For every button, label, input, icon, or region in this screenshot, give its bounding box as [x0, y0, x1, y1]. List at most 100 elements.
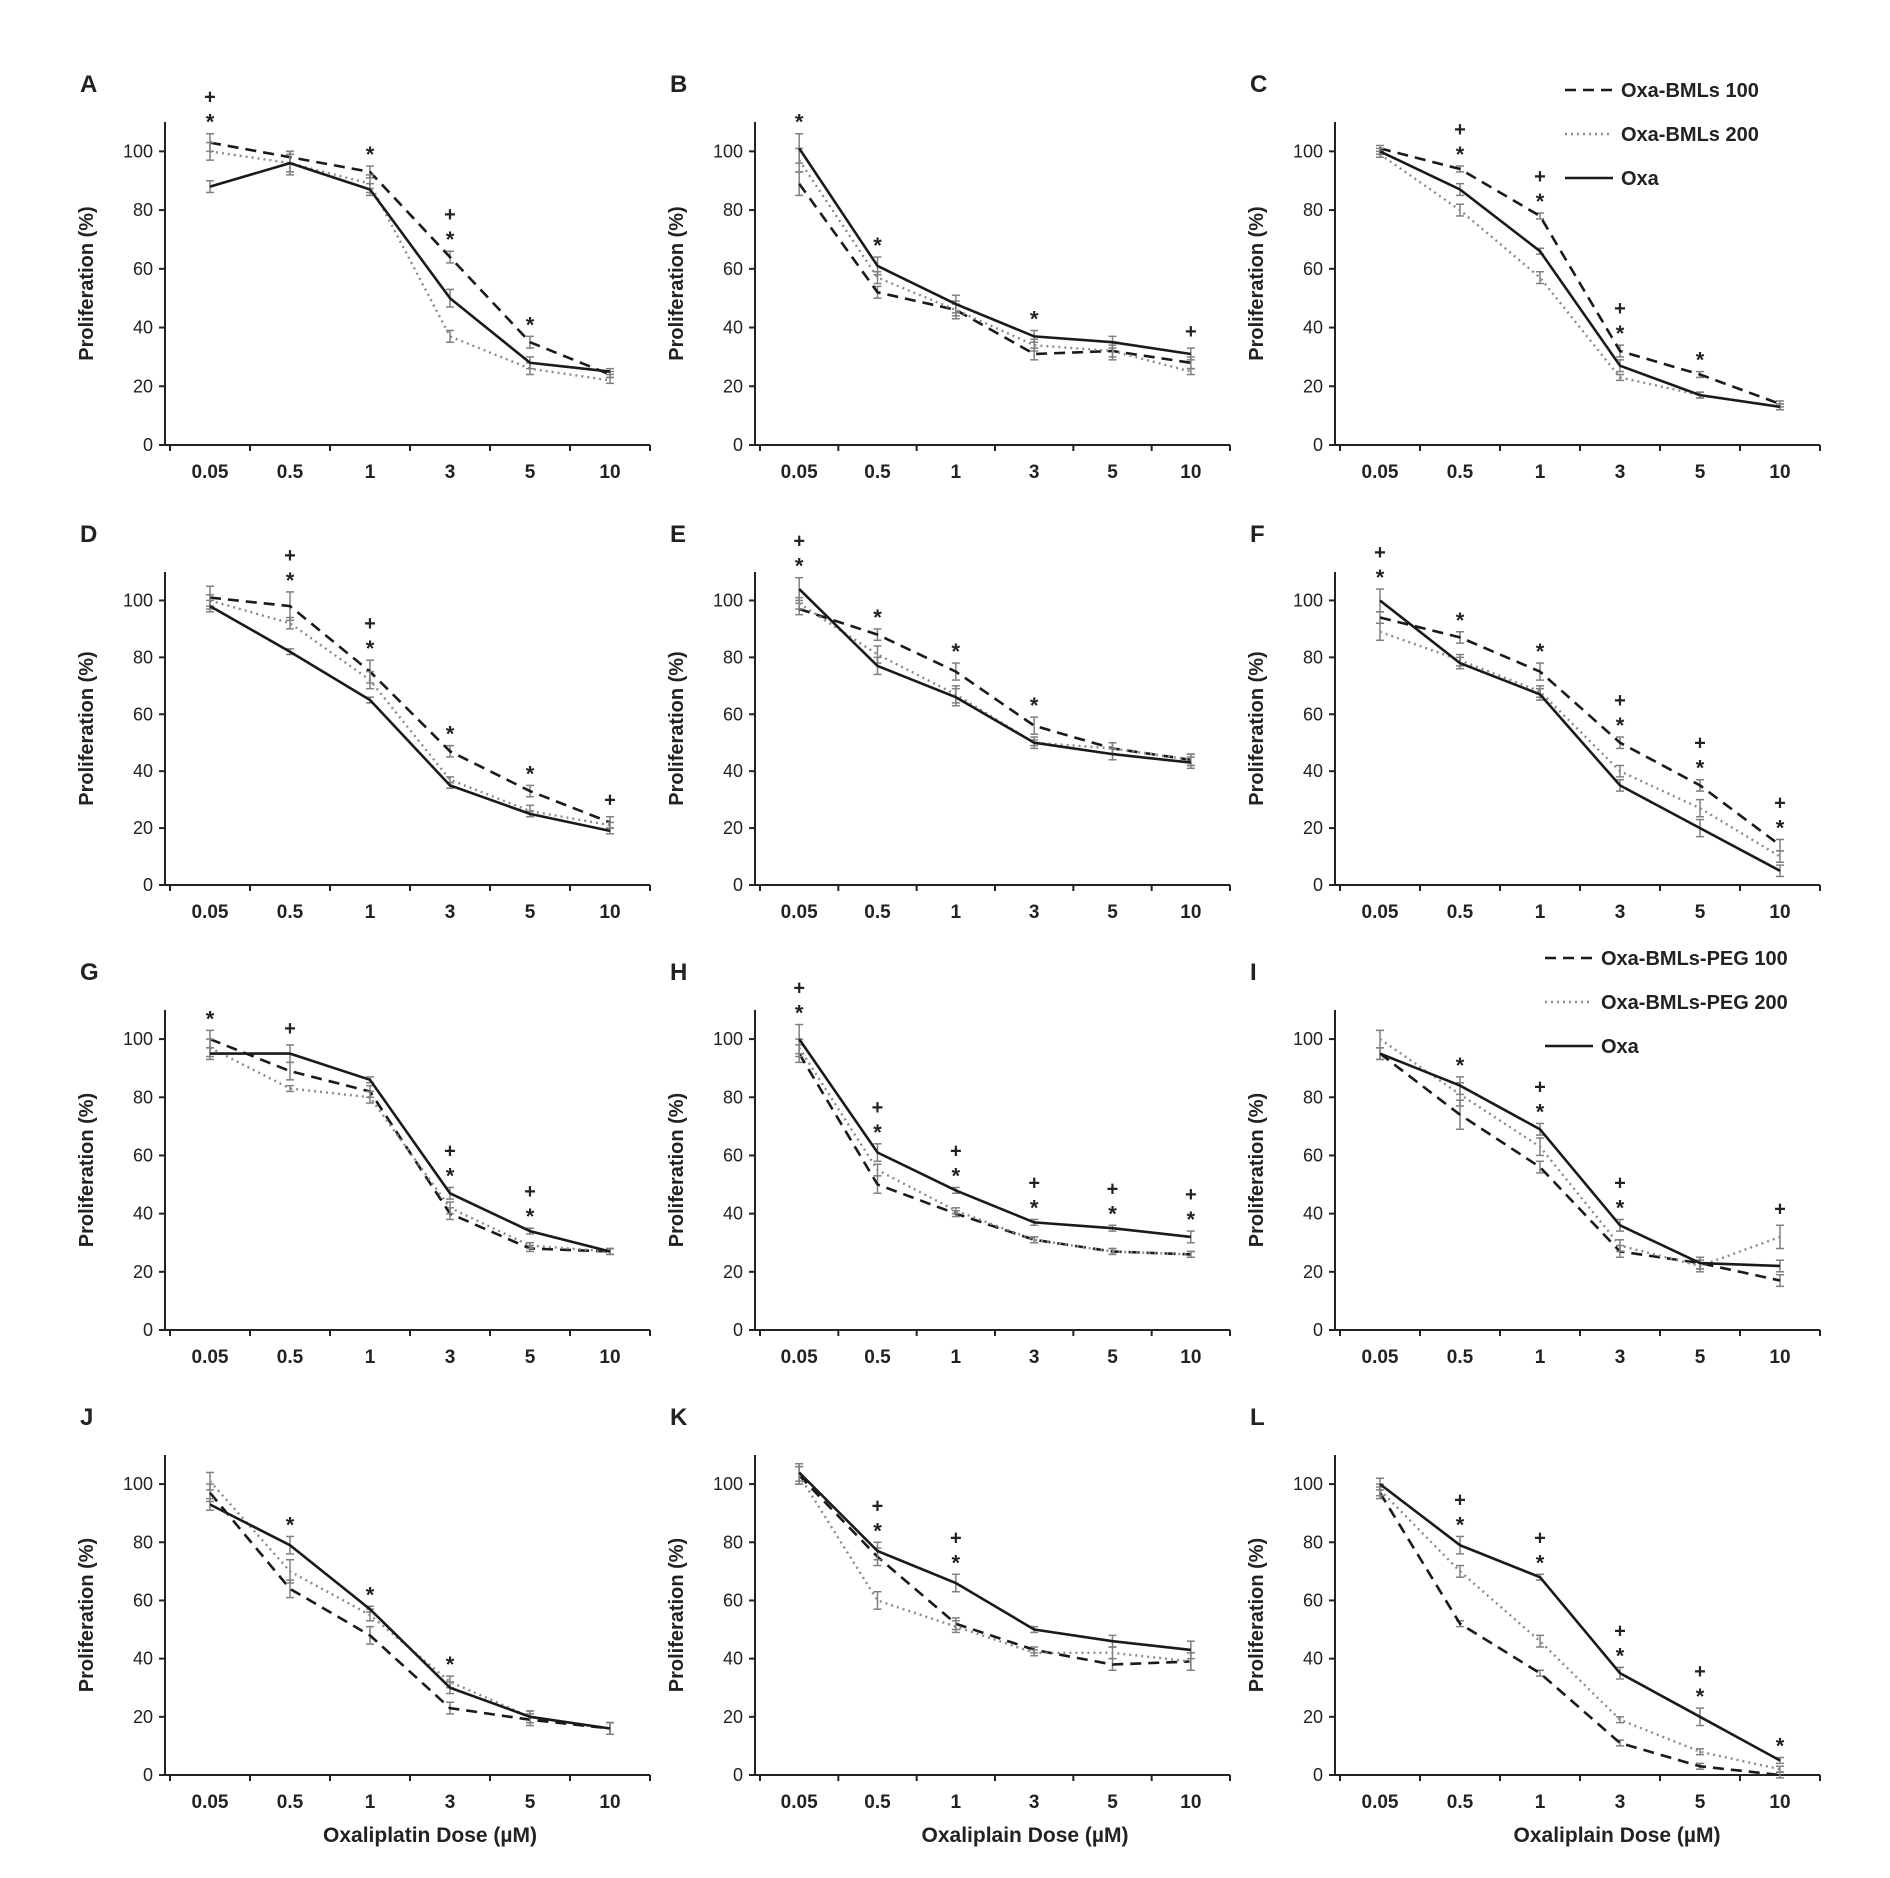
y-tick-label: 60 [723, 1590, 743, 1610]
y-axis-title: Proliferation (%) [1246, 651, 1268, 805]
y-tick-label: 100 [123, 590, 153, 610]
significance-star: * [1456, 1053, 1465, 1078]
series-oxa [206, 599, 614, 835]
significance-plus: + [1614, 1172, 1626, 1194]
x-tick-label: 5 [1695, 462, 1706, 483]
x-tick-label: 0.5 [1447, 1347, 1474, 1368]
series-line [209, 604, 611, 833]
panel-label: I [1250, 959, 1257, 986]
y-tick-label: 60 [133, 1145, 153, 1165]
series-line [209, 1491, 611, 1730]
legend-label: Oxa-BMLs-PEG 200 [1601, 992, 1788, 1014]
series-oxa [795, 132, 1195, 361]
series-line [1379, 1052, 1781, 1282]
x-tick-label: 0.05 [1362, 902, 1399, 923]
x-tick-label: 10 [1769, 1792, 1790, 1813]
significance-star: * [206, 1006, 215, 1031]
y-tick-label: 20 [1303, 1262, 1323, 1282]
x-tick-label: 0.05 [781, 1347, 818, 1368]
y-axis-title: Proliferation (%) [666, 206, 688, 360]
significance-star: * [526, 761, 535, 786]
chart-panel-b: B 0 20 40 60 80 100 0.05 0.5 1 3 5 10 Proliferation (… [666, 71, 1231, 483]
y-tick-label: 80 [133, 1532, 153, 1552]
panel-label: J [80, 1404, 93, 1431]
y-tick-label: 0 [1313, 435, 1323, 455]
x-tick-label: 0.05 [781, 1792, 818, 1813]
x-tick-label: 0.5 [1447, 1792, 1474, 1813]
chart-panel-e: E 0 20 40 60 80 100 0.05 0.5 1 3 5 10 Proliferation (… [666, 521, 1231, 923]
significance-star: * [1696, 756, 1705, 781]
significance-plus: + [1694, 733, 1706, 755]
x-tick-label: 0.5 [1447, 462, 1474, 483]
chart-panel-d: D 0 20 40 60 80 100 0.05 0.5 1 3 5 10 Proliferation (… [76, 521, 651, 923]
x-tick-label: 0.5 [277, 1792, 304, 1813]
series-line [1378, 1492, 1781, 1777]
x-tick-label: 5 [1695, 1347, 1706, 1368]
significance-star: * [1536, 189, 1545, 214]
significance-star: * [952, 1550, 961, 1575]
y-axis-title: Proliferation (%) [666, 1538, 688, 1692]
significance-star: * [952, 1163, 961, 1188]
y-axis-title: Proliferation (%) [76, 206, 98, 360]
significance-star: * [795, 1001, 804, 1026]
x-tick-label: 10 [599, 462, 620, 483]
series-line [1379, 150, 1781, 409]
chart-panel-l: L 0 20 40 60 80 100 0.05 0.5 1 3 5 10 Proliferation (… [1246, 1404, 1821, 1813]
x-tick-label: 3 [445, 1347, 456, 1368]
x-tick-label: 3 [1615, 1792, 1626, 1813]
y-tick-label: 100 [713, 1474, 743, 1494]
panel-label: G [80, 959, 99, 986]
significance-star: * [1030, 693, 1039, 718]
y-tick-label: 80 [723, 200, 743, 220]
y-tick-label: 0 [733, 875, 743, 895]
x-tick-label: 10 [1769, 902, 1790, 923]
significance-plus: + [204, 87, 216, 109]
y-tick-label: 60 [723, 1145, 743, 1165]
y-axis-title: Proliferation (%) [76, 1093, 98, 1247]
x-tick-label: 5 [1107, 462, 1118, 483]
y-tick-label: 0 [143, 1765, 153, 1785]
x-tick-label: 1 [951, 1792, 962, 1813]
significance-plus: + [1534, 1076, 1546, 1098]
significance-plus: + [1614, 1620, 1626, 1642]
y-tick-label: 20 [723, 1262, 743, 1282]
x-tick-label: 0.5 [1447, 902, 1474, 923]
significance-star: * [206, 110, 215, 135]
y-tick-label: 80 [1303, 1087, 1323, 1107]
x-tick-label: 3 [1615, 902, 1626, 923]
significance-star: * [873, 605, 882, 630]
significance-star: * [873, 233, 882, 258]
significance-plus: + [1185, 321, 1197, 343]
significance-star: * [366, 636, 375, 661]
legend-top: Oxa-BMLs 100 Oxa-BMLs 200 Oxa [1565, 80, 1759, 190]
series-200 [795, 596, 1195, 767]
series-200 [1376, 1483, 1784, 1773]
x-tick-label: 0.05 [1362, 1792, 1399, 1813]
significance-star: * [873, 1518, 882, 1543]
x-tick-label: 5 [525, 1792, 536, 1813]
significance-star: * [366, 142, 375, 167]
significance-star: * [1536, 1550, 1545, 1575]
series-line [798, 1047, 1191, 1256]
y-tick-label: 80 [1303, 1532, 1323, 1552]
x-tick-label: 10 [599, 902, 620, 923]
series-oxa [1376, 1047, 1784, 1273]
significance-star: * [1616, 1643, 1625, 1668]
series-line [798, 1474, 1191, 1666]
panel-label: H [670, 959, 687, 986]
x-tick-label: 0.05 [192, 902, 229, 923]
x-tick-label: 10 [599, 1792, 620, 1813]
significance-star: * [1030, 306, 1039, 331]
significance-star: * [795, 554, 804, 579]
significance-plus: + [872, 1495, 884, 1517]
significance-plus: + [1107, 1178, 1119, 1200]
series-line [798, 1052, 1191, 1256]
x-tick-label: 1 [1535, 462, 1546, 483]
significance-plus: + [364, 613, 376, 635]
significance-plus: + [1774, 1198, 1786, 1220]
legend-bottom: Oxa-BMLs-PEG 100 Oxa-BMLs-PEG 200 Oxa [1545, 948, 1788, 1058]
series-oxa [1376, 588, 1784, 878]
x-tick-label: 5 [1695, 1792, 1706, 1813]
significance-star: * [1108, 1201, 1117, 1226]
significance-star: * [1696, 1684, 1705, 1709]
